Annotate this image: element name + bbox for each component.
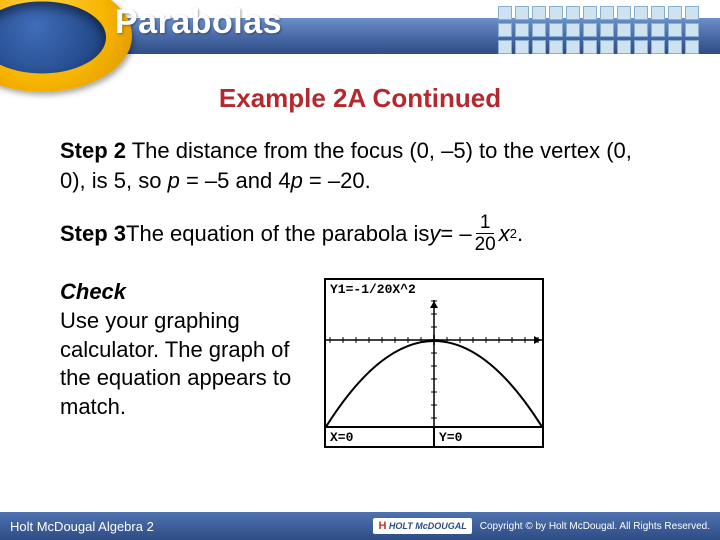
- step-2-label: Step 2: [60, 138, 126, 163]
- slide-title: Parabolas: [115, 3, 282, 42]
- arrow-up-icon: [430, 301, 438, 308]
- calc-y-readout: Y=0: [435, 428, 542, 446]
- publisher-logo: H HOLT McDOUGAL: [373, 518, 471, 534]
- publisher-logo-text: HOLT McDOUGAL: [389, 521, 467, 531]
- check-row: Check Use your graphing calculator. The …: [60, 278, 660, 448]
- copyright-text: Copyright © by Holt McDougal. All Rights…: [480, 521, 710, 532]
- step-3: Step 3 The equation of the parabola is y…: [60, 213, 660, 254]
- footer-right: H HOLT McDOUGAL Copyright © by Holt McDo…: [373, 518, 710, 534]
- example-heading: Example 2A Continued: [30, 83, 690, 114]
- check-text: Use your graphing calculator. The graph …: [60, 308, 291, 419]
- eq-frac-num: 1: [476, 213, 495, 234]
- eq-exp: 2: [510, 225, 517, 243]
- eq-y: y: [429, 219, 440, 249]
- footer-bar: Holt McDougal Algebra 2 H HOLT McDOUGAL …: [0, 512, 720, 540]
- book-title: Holt McDougal Algebra 2: [10, 519, 154, 534]
- step-2-text-c: = –20.: [303, 168, 371, 193]
- step-3-label: Step 3: [60, 219, 126, 249]
- eq-frac-den: 20: [475, 234, 496, 254]
- eq-period: .: [517, 219, 523, 249]
- p-symbol-1: p: [168, 168, 180, 193]
- calc-equation-label: Y1=-1/20X^2: [330, 282, 416, 297]
- step-3-text: The equation of the parabola is: [126, 219, 429, 249]
- content-area: Example 2A Continued Step 2 The distance…: [0, 75, 720, 448]
- calc-svg: [326, 300, 542, 426]
- check-block: Check Use your graphing calculator. The …: [60, 278, 300, 421]
- decorative-grid: [498, 6, 708, 62]
- check-label: Check: [60, 279, 126, 304]
- step-2-text-b: = –5 and 4: [180, 168, 291, 193]
- calc-plot: [326, 300, 542, 426]
- eq-equals: = –: [440, 219, 471, 249]
- slide-header: Parabolas: [0, 0, 720, 68]
- calc-x-readout: X=0: [326, 428, 435, 446]
- eq-fraction: 120: [475, 213, 496, 254]
- calc-bottom-bar: X=0 Y=0: [326, 426, 542, 446]
- eq-x: x: [499, 219, 510, 249]
- calculator-screenshot: Y1=-1/20X^2 X=0 Y=0: [324, 278, 544, 448]
- cursor-icon: [429, 335, 439, 345]
- title-oval-inner: [0, 1, 106, 73]
- p-symbol-2: p: [291, 168, 303, 193]
- step-2: Step 2 The distance from the focus (0, –…: [60, 136, 660, 195]
